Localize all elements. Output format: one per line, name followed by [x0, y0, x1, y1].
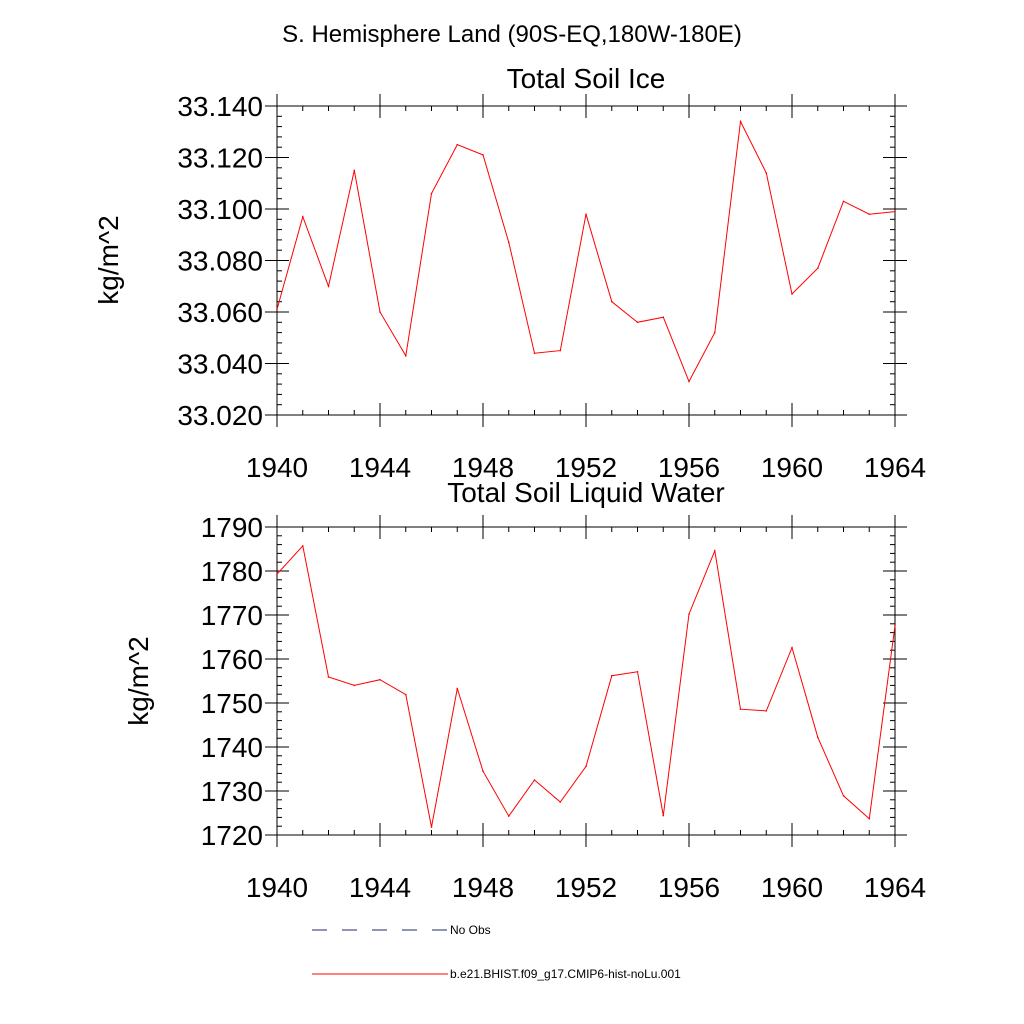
data-point — [585, 213, 587, 215]
y-tick-label: 1740 — [201, 732, 263, 763]
data-point — [430, 192, 433, 195]
x-tick-label: 1964 — [864, 872, 926, 903]
data-point — [636, 321, 639, 324]
data-point — [868, 213, 871, 215]
data-point — [765, 172, 768, 174]
data-point — [276, 308, 278, 311]
y-tick-label: 33.040 — [177, 349, 263, 380]
y-tick-label: 33.080 — [177, 246, 263, 277]
x-tick-label: 1956 — [658, 452, 720, 483]
data-point — [739, 708, 742, 710]
data-point — [610, 674, 613, 677]
chart-title: Total Soil Liquid Water — [447, 477, 725, 508]
data-point — [353, 169, 356, 172]
data-point — [301, 545, 304, 547]
data-point — [379, 678, 381, 681]
x-tick-label: 1940 — [246, 872, 308, 903]
data-point — [842, 200, 845, 203]
data-point — [482, 770, 484, 772]
data-point — [533, 352, 536, 355]
series-line — [276, 544, 896, 828]
data-point — [662, 814, 665, 817]
series-line — [276, 119, 896, 383]
data-point — [842, 795, 845, 797]
data-point — [688, 613, 690, 615]
data-point — [713, 549, 716, 552]
x-tick-label: 1948 — [452, 872, 514, 903]
data-point — [404, 693, 407, 696]
data-point — [559, 349, 562, 352]
data-point — [327, 285, 330, 288]
chart-title: Total Soil Ice — [507, 63, 666, 94]
x-tick-label: 1940 — [246, 452, 308, 483]
data-point — [404, 354, 407, 357]
legend-label-model-run: b.e21.BHIST.f09_g17.CMIP6-hist-noLu.001 — [450, 967, 681, 981]
y-tick-label: 1730 — [201, 776, 263, 807]
data-point — [816, 736, 819, 739]
data-point — [301, 215, 304, 218]
data-point — [713, 331, 716, 334]
data-point — [456, 687, 459, 690]
legend: No Obs b.e21.BHIST.f09_g17.CMIP6-hist-no… — [312, 923, 681, 981]
data-point — [765, 710, 768, 712]
data-point — [688, 380, 690, 383]
data-point — [353, 684, 356, 687]
x-tick-label: 1960 — [761, 452, 823, 483]
data-point — [276, 573, 278, 575]
data-point — [456, 143, 459, 146]
y-axis-label: kg/m^2 — [123, 636, 154, 725]
data-point — [379, 311, 381, 313]
x-tick-label: 1960 — [761, 872, 823, 903]
data-point — [662, 316, 665, 318]
plot-frame — [276, 526, 896, 836]
data-point — [327, 676, 330, 678]
y-tick-label: 33.100 — [177, 194, 263, 225]
data-point — [559, 801, 562, 803]
x-tick-label: 1952 — [555, 872, 617, 903]
x-tick-label: 1956 — [658, 872, 720, 903]
data-point — [894, 624, 896, 627]
y-tick-label: 1760 — [201, 644, 263, 675]
x-tick-label: 1952 — [555, 452, 617, 483]
y-tick-label: 33.020 — [177, 400, 263, 431]
data-point — [507, 241, 510, 244]
y-tick-label: 1750 — [201, 688, 263, 719]
panel-total-soil-liquid-water: Total Soil Liquid Water kg/m^2 1940 1944 194… — [123, 477, 926, 903]
page-title: S. Hemisphere Land (90S-EQ,180W-180E) — [282, 21, 742, 48]
data-point — [894, 210, 896, 213]
x-tick-label: 1964 — [864, 452, 926, 483]
data-point — [585, 765, 587, 768]
plot-frame — [276, 105, 896, 416]
data-point — [636, 670, 639, 673]
legend-entry-no-obs: No Obs — [312, 923, 491, 937]
y-tick-label: 1770 — [201, 600, 263, 631]
y-tick-label: 33.060 — [177, 297, 263, 328]
legend-label-no-obs: No Obs — [450, 923, 491, 937]
data-point — [533, 779, 536, 781]
data-point — [430, 826, 433, 828]
x-tick-label: 1944 — [349, 452, 411, 483]
y-tick-label: 33.120 — [177, 143, 263, 174]
data-point — [482, 154, 484, 156]
data-point — [816, 267, 819, 270]
x-tick-label: 1948 — [452, 452, 514, 483]
legend-entry-model-run: b.e21.BHIST.f09_g17.CMIP6-hist-noLu.001 — [312, 967, 681, 981]
y-tick-label: 33.140 — [177, 91, 263, 122]
y-tick-label: 1790 — [201, 512, 263, 543]
data-point — [739, 120, 742, 123]
y-tick-label: 1720 — [201, 820, 263, 851]
data-point — [791, 293, 793, 295]
data-point — [610, 300, 613, 303]
data-point — [507, 815, 510, 817]
data-point — [791, 646, 793, 649]
y-axis-label: kg/m^2 — [93, 215, 124, 304]
data-point — [868, 817, 871, 820]
y-tick-label: 1780 — [201, 556, 263, 587]
x-tick-label: 1944 — [349, 872, 411, 903]
panel-total-soil-ice: Total Soil Ice kg/m^2 1940 1944 1948 1952 1956… — [93, 63, 926, 483]
